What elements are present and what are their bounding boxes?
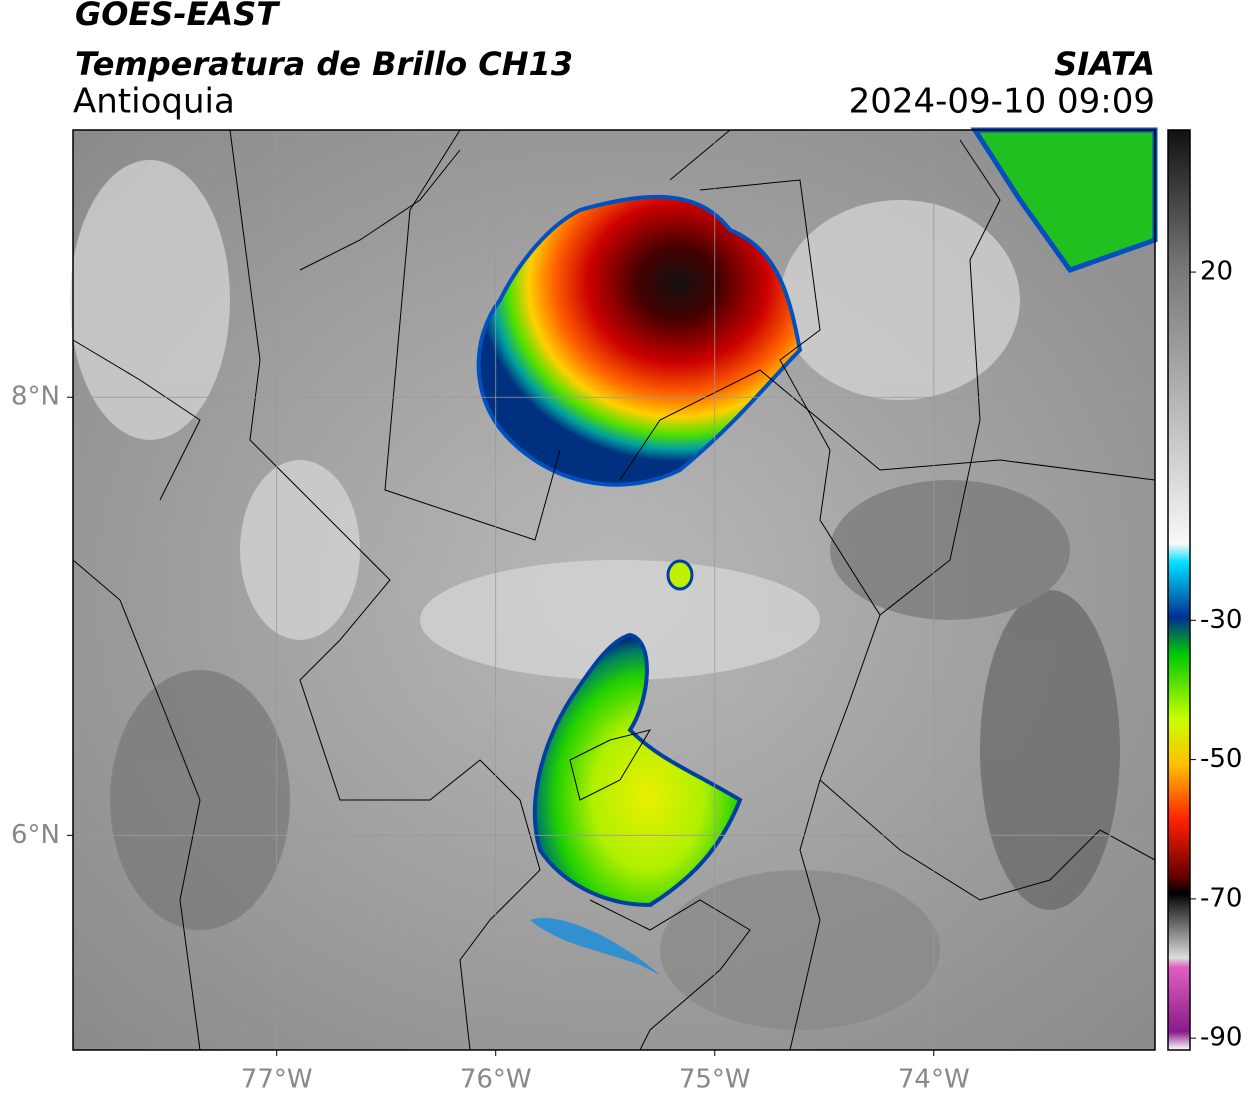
- lon-tick-label: 77°W: [241, 1065, 313, 1095]
- map-frame: [72, 129, 1156, 1051]
- borders: [72, 129, 1156, 1051]
- graticule: [67, 130, 1155, 1056]
- cloud-band: [530, 918, 660, 975]
- datetime: 2024-09-10 09:09: [849, 82, 1155, 122]
- title: GOES-EAST: [75, 0, 280, 33]
- map-area: [70, 127, 1158, 1051]
- cloud-texture: [70, 160, 1120, 1030]
- subtitle: Temperatura de Brillo CH13: [75, 45, 573, 83]
- lat-tick-label: 6°N: [11, 820, 60, 850]
- lon-tick-label: 74°W: [898, 1065, 970, 1095]
- colorbar-tick-label: 20: [1200, 257, 1233, 287]
- colorbar-tick-label: -50: [1200, 744, 1242, 774]
- colorbar-tick-label: -90: [1200, 1023, 1242, 1053]
- colorbar-tick-label: -30: [1200, 605, 1242, 635]
- storm-cell: [666, 559, 694, 591]
- colorbar-tick-label: -70: [1200, 883, 1242, 913]
- source: SIATA: [1054, 45, 1155, 83]
- lon-tick-label: 75°W: [679, 1065, 751, 1095]
- storm-cell: [532, 632, 743, 908]
- lat-tick-label: 8°N: [11, 382, 60, 412]
- lon-tick-label: 76°W: [460, 1065, 532, 1095]
- region: Antioquia: [73, 82, 235, 122]
- storm-cell: [476, 194, 803, 487]
- colorbar: [1167, 129, 1191, 1051]
